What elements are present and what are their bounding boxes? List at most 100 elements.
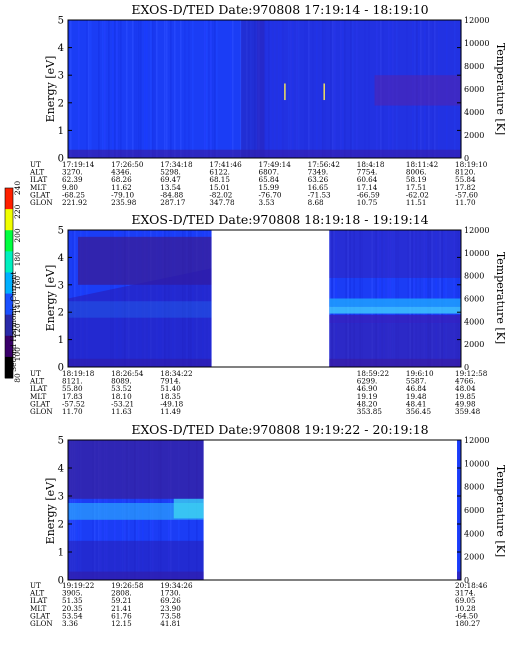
y2-tick-label: 2000: [464, 340, 484, 349]
table-row-label: ALT: [29, 168, 44, 177]
table-cell: 10.28: [455, 604, 476, 613]
colorbar-block: [5, 293, 13, 316]
table-cell: 51.40: [160, 384, 181, 393]
table-cell: 48.41: [406, 399, 427, 408]
panel-title: EXOS-D/TED Date:970808 17:19:14 - 18:19:…: [131, 2, 428, 17]
table-cell: 3.53: [259, 198, 275, 207]
y-tick-label: 4: [58, 464, 64, 475]
table-cell: 68.15: [209, 175, 230, 184]
plot-frame: [67, 229, 462, 368]
table-cell: 221.92: [62, 198, 87, 207]
table-cell: 60.64: [357, 175, 378, 184]
table-cell: 46.90: [357, 384, 378, 393]
table-cell: 10.75: [357, 198, 378, 207]
y-tick-label: 0: [58, 154, 64, 165]
table-cell: 5587.: [406, 377, 427, 386]
y2-tick-label: 12000: [464, 226, 489, 235]
table-cell: 7349.: [308, 168, 329, 177]
table-row-label: MLT: [30, 392, 47, 401]
panel-1: EXOS-D/TED Date:970808 17:19:14 - 18:19:…: [29, 2, 505, 207]
table-cell: 41.81: [160, 619, 181, 628]
table-cell: 3.36: [62, 619, 78, 628]
table-cell: 65.84: [259, 175, 280, 184]
y-tick-label: 3: [58, 71, 64, 82]
table-cell: 48.04: [455, 384, 476, 393]
table-cell: 18.35: [160, 392, 181, 401]
table-cell: 8120.: [455, 168, 476, 177]
colorbar-block: [5, 356, 13, 379]
table-cell: 53.52: [111, 384, 132, 393]
table-row-label: ILAT: [30, 596, 47, 605]
y2-tick-label: 4000: [464, 108, 484, 117]
table-cell: -68.25: [62, 190, 85, 199]
table-cell: 17:41:46: [209, 160, 242, 169]
table-cell: 19:19:22: [62, 581, 94, 590]
table-cell: 16.65: [308, 183, 329, 192]
table-cell: 69.05: [455, 596, 476, 605]
panel-title: EXOS-D/TED Date:970808 19:19:22 - 20:19:…: [131, 422, 428, 437]
y2-tick-label: 10000: [464, 39, 489, 48]
table-cell: -79.10: [111, 190, 134, 199]
table-cell: 18:4:18: [357, 160, 385, 169]
y2-axis-label: Temperature [K]: [494, 252, 505, 344]
y-tick-label: 0: [58, 576, 64, 587]
table-cell: 19:26:58: [111, 581, 144, 590]
table-cell: 7914.: [160, 377, 181, 386]
table-cell: 49.98: [455, 399, 476, 408]
y2-tick-label: 0: [464, 154, 469, 163]
table-cell: 356.45: [406, 407, 432, 416]
colorbar-tick-label: 160: [13, 276, 22, 291]
colorbar-block: [5, 272, 13, 295]
table-cell: 19:6:10: [406, 369, 434, 378]
colorbar-tick-label: 180: [13, 252, 22, 267]
y-tick-label: 4: [58, 253, 64, 264]
table-row-label: GLAT: [30, 190, 50, 199]
table-cell: 46.84: [406, 384, 427, 393]
table-cell: 59.21: [111, 596, 132, 605]
y-axis-label: Energy [eV]: [44, 265, 57, 332]
table-cell: 287.17: [160, 198, 186, 207]
table-cell: 12.15: [111, 619, 132, 628]
table-row-label: UT: [30, 369, 41, 378]
table-cell: 3270.: [62, 168, 83, 177]
table-row-label: ALT: [29, 589, 44, 598]
table-cell: 17:26:50: [111, 160, 144, 169]
table-cell: 20.35: [62, 604, 83, 613]
colorbar-block: [5, 230, 13, 252]
y2-tick-label: 4000: [464, 317, 484, 326]
table-cell: 20:18:46: [455, 581, 488, 590]
table-cell: 9.80: [62, 183, 78, 192]
y2-tick-label: 10000: [464, 459, 489, 468]
colorbar-block: [5, 251, 13, 273]
y2-axis-label: Temperature [K]: [494, 465, 505, 557]
y2-tick-label: 2000: [464, 553, 484, 562]
table-row-label: ALT: [29, 377, 44, 386]
table-row-label: UT: [30, 581, 41, 590]
table-cell: 11.51: [406, 198, 427, 207]
y2-tick-label: 6000: [464, 506, 484, 515]
spike-mark: [323, 83, 325, 101]
table-cell: 73.58: [160, 611, 181, 620]
table-cell: 359.48: [455, 407, 481, 416]
table-cell: 2808.: [111, 589, 132, 598]
colorbar-label: Second Harmonic Current: [9, 272, 18, 372]
y2-tick-label: 0: [464, 576, 469, 585]
table-cell: 51.35: [62, 596, 83, 605]
table-cell: -57.60: [455, 190, 478, 199]
y-tick-label: 1: [58, 548, 64, 559]
y2-tick-label: 8000: [464, 272, 484, 281]
table-cell: 19.48: [406, 392, 427, 401]
table-cell: 17:56:42: [308, 160, 340, 169]
table-row-label: MLT: [30, 183, 47, 192]
table-cell: 48.20: [357, 399, 378, 408]
table-cell: 180.27: [455, 619, 481, 628]
y2-tick-label: 10000: [464, 249, 489, 258]
table-cell: 17.14: [357, 183, 378, 192]
table-cell: 17.51: [406, 183, 427, 192]
y-tick-label: 2: [58, 98, 64, 109]
colorbar-tick-label: 100: [13, 347, 22, 362]
y-tick-label: 3: [58, 280, 64, 291]
y2-axis-label: Temperature [K]: [494, 43, 505, 135]
y2-tick-label: 8000: [464, 483, 484, 492]
y2-tick-label: 8000: [464, 62, 484, 71]
